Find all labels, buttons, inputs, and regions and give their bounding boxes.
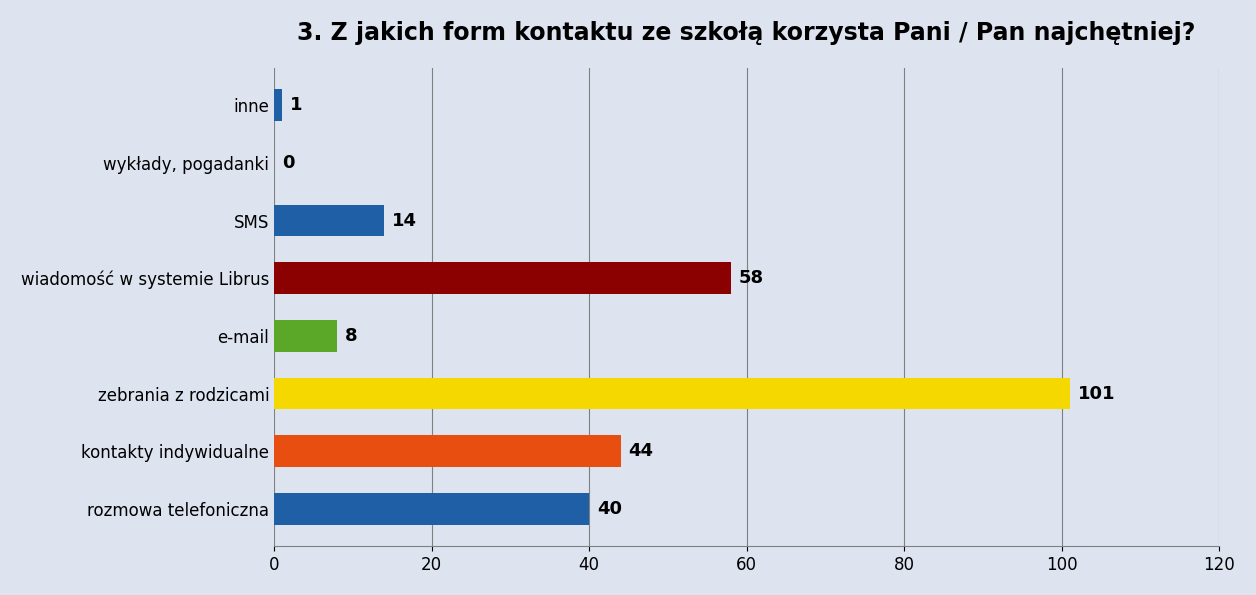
- Bar: [274, 378, 1070, 409]
- Text: 14: 14: [392, 212, 417, 230]
- Text: 1: 1: [290, 96, 303, 114]
- Bar: [274, 262, 731, 294]
- Bar: [274, 89, 281, 121]
- Text: 0: 0: [281, 154, 294, 172]
- Bar: [274, 320, 337, 352]
- Bar: [274, 436, 620, 467]
- Text: 101: 101: [1078, 384, 1115, 402]
- Bar: [274, 493, 589, 525]
- Title: 3. Z jakich form kontaktu ze szkołą korzysta Pani / Pan najchętniej?: 3. Z jakich form kontaktu ze szkołą korz…: [298, 21, 1196, 45]
- Bar: [274, 205, 384, 236]
- Text: 58: 58: [739, 269, 764, 287]
- Text: 40: 40: [597, 500, 622, 518]
- Text: 8: 8: [345, 327, 358, 345]
- Text: 44: 44: [628, 442, 653, 460]
